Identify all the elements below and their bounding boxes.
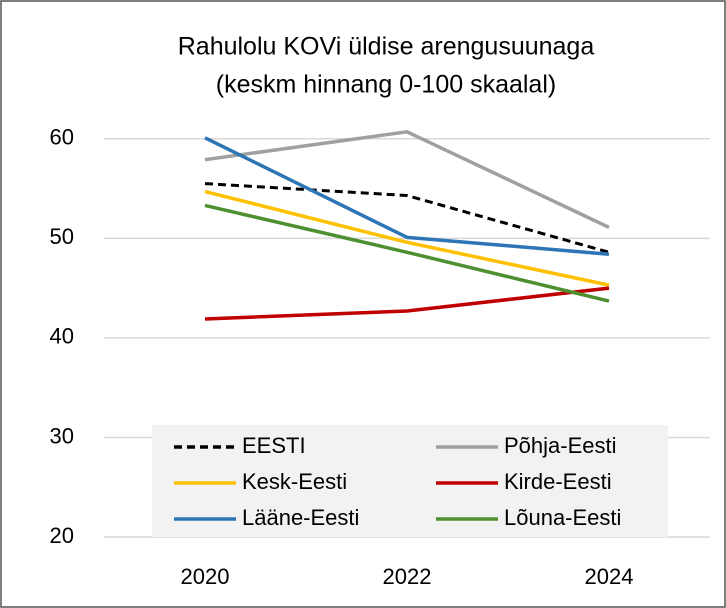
x-tick-label: 2020 [181,564,230,589]
legend-label: Kirde-Eesti [504,469,612,494]
x-tick-label: 2022 [383,564,432,589]
series-line [204,130,610,229]
y-tick-label: 30 [50,423,74,448]
x-tick-label: 2024 [585,564,634,589]
legend-label: Kesk-Eesti [242,469,347,494]
legend-label: Lääne-Eesti [242,505,359,530]
y-tick-label: 20 [50,523,74,548]
chart-title: (keskm hinnang 0-100 skaalal) [216,71,556,99]
legend-label: Lõuna-Eesti [504,505,621,530]
y-tick-label: 60 [50,125,74,150]
chart-title: Rahulolu KOVi üldise arengusuunaga [178,33,595,61]
legend-label: Põhja-Eesti [504,433,617,458]
y-tick-label: 40 [50,324,74,349]
legend-box [152,425,668,537]
legend-label: EESTI [242,433,306,458]
series-line [204,182,610,254]
series-line [204,286,610,321]
series-line [204,203,610,303]
series-line [204,136,610,257]
y-tick-label: 50 [50,224,74,249]
series-line [204,189,610,287]
